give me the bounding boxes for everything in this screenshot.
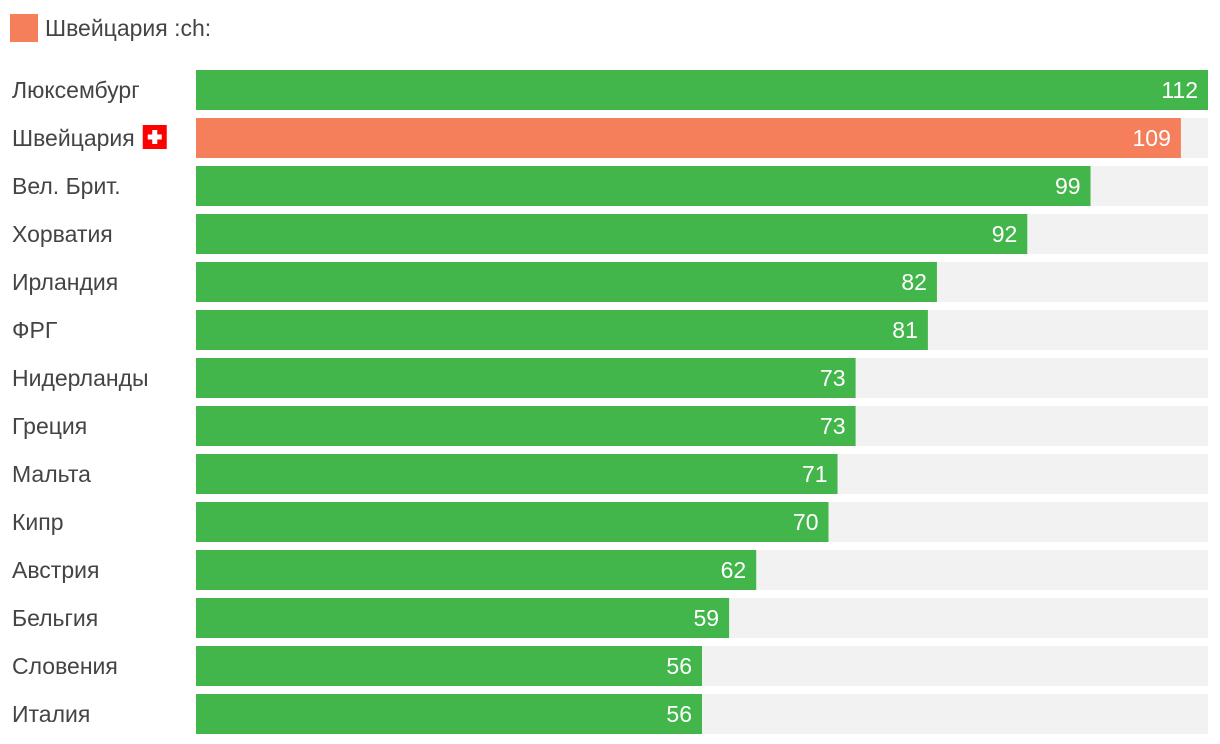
category-label: Австрия bbox=[12, 557, 99, 583]
value-label: 73 bbox=[820, 365, 846, 391]
value-label: 81 bbox=[892, 317, 918, 343]
value-label: 56 bbox=[666, 653, 692, 679]
category-label: Швейцария bbox=[12, 125, 135, 151]
value-label: 70 bbox=[793, 509, 819, 535]
category-label: ФРГ bbox=[12, 317, 58, 343]
swiss-flag-icon bbox=[142, 125, 167, 149]
value-label: 59 bbox=[694, 605, 720, 631]
bar bbox=[196, 310, 928, 350]
value-label: 71 bbox=[802, 461, 828, 487]
legend-swatch bbox=[10, 14, 38, 42]
value-label: 99 bbox=[1055, 173, 1081, 199]
value-label: 112 bbox=[1161, 77, 1198, 103]
legend: Швейцария :ch: bbox=[10, 14, 211, 42]
value-label: 82 bbox=[901, 269, 927, 295]
category-label: Словения bbox=[12, 653, 118, 679]
bar bbox=[196, 166, 1091, 206]
bar bbox=[196, 262, 937, 302]
bar bbox=[196, 646, 702, 686]
category-label: Хорватия bbox=[12, 221, 113, 247]
bar bbox=[196, 406, 856, 446]
bar bbox=[196, 550, 757, 590]
category-label: Вел. Брит. bbox=[12, 173, 121, 199]
value-label: 109 bbox=[1133, 125, 1171, 151]
category-label: Италия bbox=[12, 701, 90, 727]
value-label: 62 bbox=[721, 557, 747, 583]
bar bbox=[196, 70, 1208, 110]
bar bbox=[196, 118, 1181, 158]
bar bbox=[196, 502, 829, 542]
legend-label: Швейцария :ch: bbox=[45, 15, 212, 41]
category-label: Мальта bbox=[12, 461, 91, 487]
value-label: 92 bbox=[992, 221, 1018, 247]
bar bbox=[196, 214, 1028, 254]
bar bbox=[196, 694, 702, 734]
bar bbox=[196, 598, 730, 638]
category-label: Люксембург bbox=[12, 77, 140, 103]
category-label: Бельгия bbox=[12, 605, 98, 631]
bar bbox=[196, 358, 856, 398]
bar bbox=[196, 454, 838, 494]
value-label: 73 bbox=[820, 413, 846, 439]
value-label: 56 bbox=[666, 701, 692, 727]
category-label: Кипр bbox=[12, 509, 64, 535]
category-label: Ирландия bbox=[12, 269, 118, 295]
category-label: Нидерланды bbox=[12, 365, 149, 391]
category-label: Греция bbox=[12, 413, 87, 439]
